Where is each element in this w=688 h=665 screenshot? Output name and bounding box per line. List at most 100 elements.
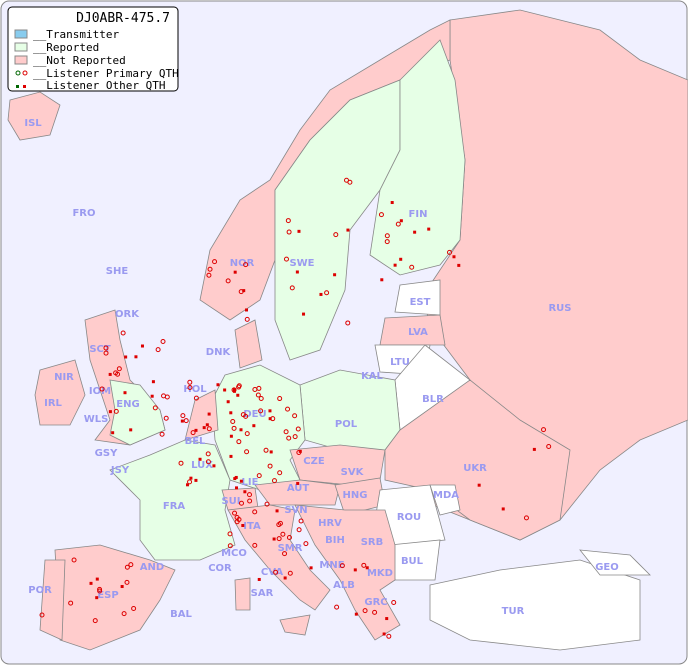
region-lva[interactable]: [379, 314, 446, 346]
country-label-mda: MDA: [433, 490, 459, 501]
listener-other-qth-marker: [268, 417, 272, 421]
listener-primary-qth-marker: [92, 618, 98, 624]
listener-primary-qth-marker: [277, 520, 283, 526]
country-label-fin: FIN: [409, 209, 428, 220]
country-label-sui: SUI: [221, 496, 240, 507]
listener-primary-qth-marker: [207, 266, 213, 272]
listener-primary-qth-marker: [345, 320, 351, 326]
listener-other-qth-marker: [245, 308, 249, 312]
listener-primary-qth-marker: [113, 370, 119, 376]
listener-primary-qth-marker: [298, 518, 304, 524]
country-label-fra: FRA: [163, 501, 186, 512]
listener-primary-qth-marker: [395, 221, 401, 227]
listener-primary-qth-marker: [271, 478, 277, 484]
listener-primary-qth-marker: [303, 541, 309, 547]
legend-label: __Listener Primary QTH: [33, 67, 179, 80]
listener-primary-qth-marker: [160, 339, 166, 345]
listener-other-qth-marker: [229, 434, 233, 438]
map-title: DJ0ABR-475.7: [76, 11, 170, 26]
legend: DJ0ABR-475.7 __Transmitter __Reported __…: [7, 6, 179, 92]
listener-primary-qth-marker: [255, 392, 261, 398]
listener-primary-qth-marker: [296, 527, 302, 533]
listener-other-qth-marker: [239, 428, 243, 432]
listener-other-qth-marker: [212, 464, 216, 468]
primary-qth-icon: [22, 70, 28, 76]
listener-other-qth-marker: [242, 289, 246, 293]
listener-other-qth-marker: [124, 355, 128, 359]
listener-other-qth-marker: [257, 577, 261, 581]
legend-label: __Not Reported: [33, 54, 126, 67]
listener-primary-qth-marker: [244, 316, 250, 322]
listener-other-qth-marker: [108, 410, 112, 414]
region-esp[interactable]: [54, 544, 176, 651]
listener-primary-qth-marker: [206, 426, 212, 432]
region-hol[interactable]: [184, 389, 219, 441]
listener-other-qth-marker: [202, 426, 206, 430]
country-label-grc: GRC: [364, 597, 387, 608]
listener-other-qth-marker: [194, 478, 198, 482]
listener-primary-qth-marker: [187, 479, 193, 485]
listener-primary-qth-marker: [276, 536, 282, 542]
listener-primary-qth-marker: [247, 498, 253, 504]
country-label-bul: BUL: [401, 556, 424, 567]
listener-primary-qth-marker: [231, 425, 237, 431]
listener-primary-qth-marker: [193, 395, 199, 401]
listener-other-qth-marker: [346, 228, 350, 232]
listener-primary-qth-marker: [295, 426, 301, 432]
listener-primary-qth-marker: [124, 579, 130, 585]
region-por[interactable]: [39, 559, 66, 641]
region-tur[interactable]: [429, 559, 641, 651]
region-ita[interactable]: [227, 504, 331, 611]
listener-primary-qth-marker: [252, 509, 258, 515]
country-label-sct: SCT: [89, 344, 111, 355]
other-qth-icon: [16, 85, 19, 88]
listener-other-qth-marker: [532, 447, 536, 451]
country-label-tur: TUR: [502, 606, 525, 617]
listener-primary-qth-marker: [324, 290, 330, 296]
listener-other-qth-marker: [353, 568, 357, 572]
region-sic[interactable]: [279, 614, 311, 636]
listener-primary-qth-marker: [39, 612, 45, 618]
listener-primary-qth-marker: [286, 435, 292, 441]
listener-other-qth-marker: [108, 372, 112, 376]
listener-primary-qth-marker: [283, 256, 289, 262]
listener-other-qth-marker: [333, 273, 337, 277]
country-label-lux: LUX: [191, 460, 213, 471]
listener-other-qth-marker: [216, 383, 220, 387]
region-geo[interactable]: [579, 549, 651, 576]
region-balkans[interactable]: [294, 504, 401, 641]
listener-primary-qth-marker: [285, 406, 291, 412]
listener-primary-qth-marker: [190, 430, 196, 436]
listener-primary-qth-marker: [264, 501, 270, 507]
listener-other-qth-marker: [380, 278, 384, 282]
listener-primary-qth-marker: [240, 412, 246, 418]
listener-other-qth-marker: [501, 507, 505, 511]
country-label-iom: IOM: [89, 386, 111, 397]
listener-primary-qth-marker: [384, 233, 390, 239]
listener-primary-qth-marker: [296, 449, 302, 455]
region-pol[interactable]: [299, 369, 401, 451]
listener-other-qth-marker: [223, 388, 227, 392]
listener-other-qth-marker: [269, 450, 273, 454]
region-mda[interactable]: [429, 484, 461, 516]
listener-other-qth-marker: [151, 380, 155, 384]
listener-other-qth-marker: [283, 576, 287, 580]
region-sar[interactable]: [234, 577, 251, 611]
region-fra[interactable]: [109, 439, 236, 561]
region-ukr[interactable]: [384, 379, 571, 541]
listener-primary-qth-marker: [238, 289, 244, 295]
country-label-por: POR: [28, 585, 52, 596]
country-label-alb: ALB: [333, 580, 355, 591]
region-dnk[interactable]: [234, 319, 263, 369]
region-fin[interactable]: [369, 39, 466, 276]
country-label-deu: DEU: [243, 409, 266, 420]
region-eng[interactable]: [109, 379, 166, 446]
listener-primary-qth-marker: [103, 350, 109, 356]
legend-swatch-transmitter: [14, 29, 28, 39]
country-label-nor: NOR: [230, 258, 255, 269]
region-irl[interactable]: [34, 359, 86, 426]
country-label-irl: IRL: [44, 398, 62, 409]
region-isl[interactable]: [7, 91, 61, 141]
listener-other-qth-marker: [385, 617, 389, 621]
listener-primary-qth-marker: [183, 418, 189, 424]
